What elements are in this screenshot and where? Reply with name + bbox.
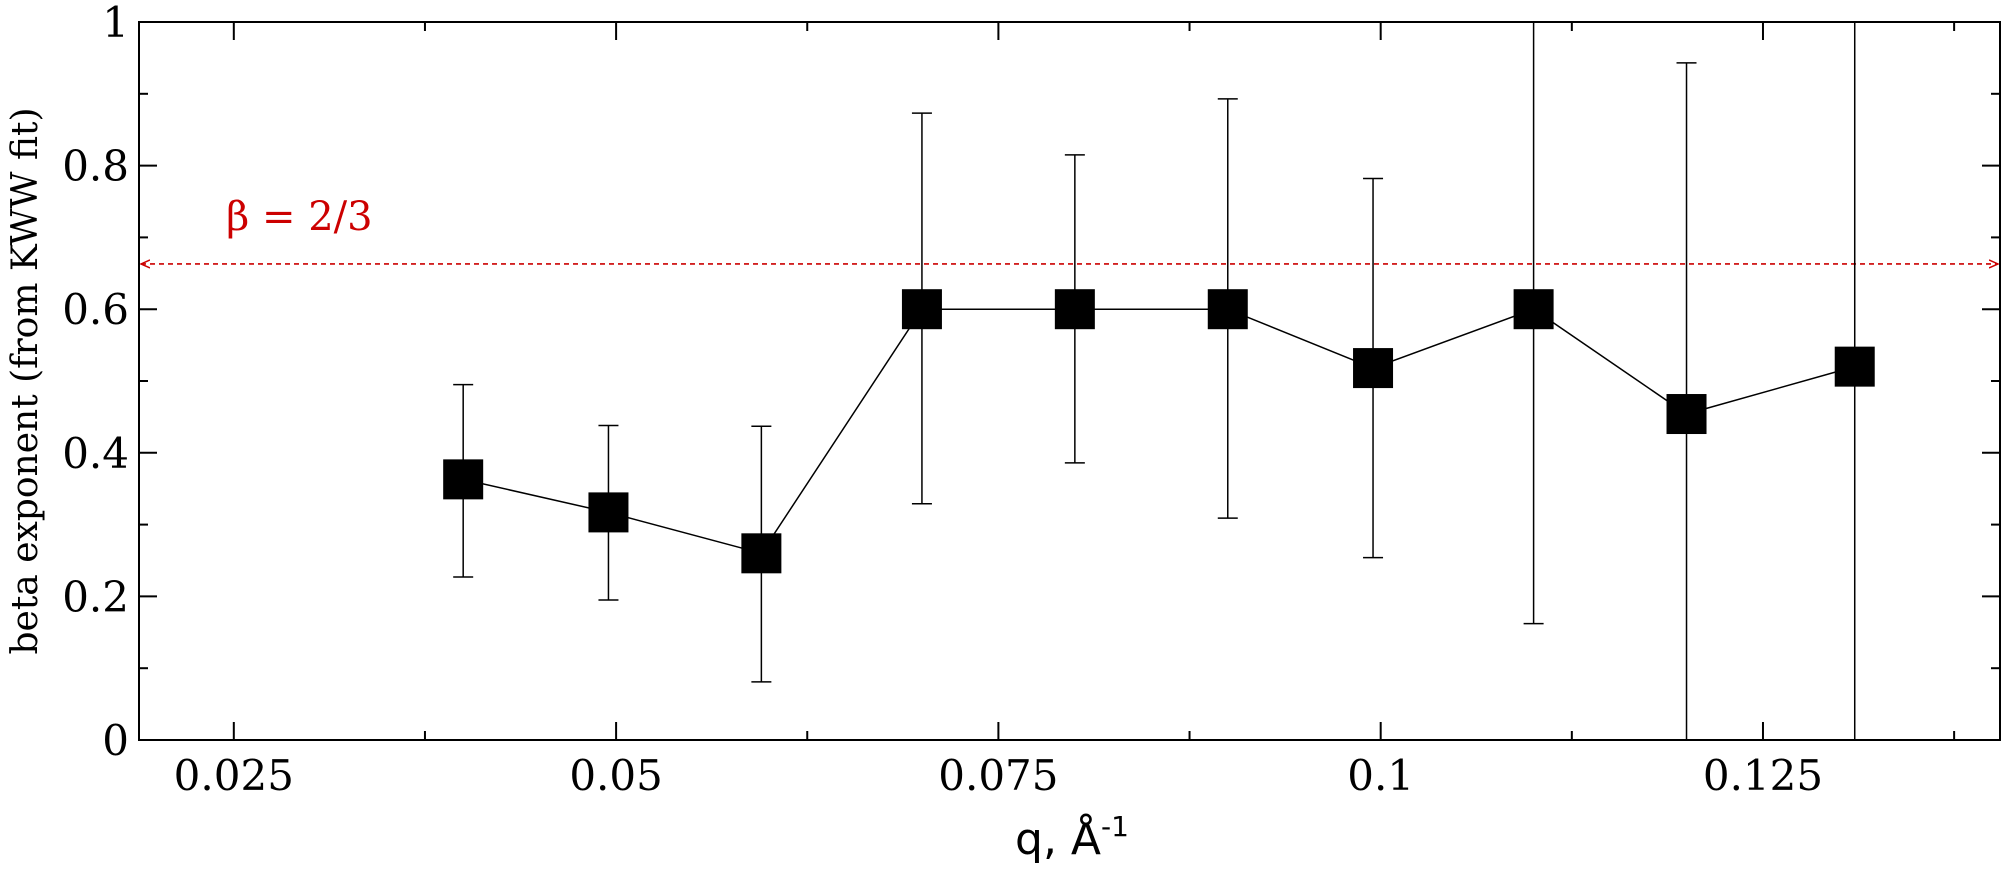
x-tick-label: 0.05 [569, 751, 663, 800]
data-point-marker [1834, 346, 1875, 387]
data-point-marker [443, 459, 484, 500]
x-axis-title-main: q, Å [1015, 812, 1101, 865]
data-point-marker [1054, 289, 1095, 330]
data-point-marker [741, 533, 782, 574]
axis-ticks [139, 21, 2000, 741]
series-line [463, 308, 1855, 555]
data-point-marker [1666, 394, 1707, 435]
x-axis-title-superscript: -1 [1101, 810, 1129, 843]
y-tick-label: 1 [102, 0, 129, 47]
y-tick-label: 0.6 [62, 285, 129, 334]
data-point-marker [1353, 348, 1394, 389]
axis-tick-labels: 0.025 0.05 0.075 0.1 0.125 0 0.2 0.4 0.6 0.8 1 [62, 0, 1823, 800]
x-axis-title: q, Å-1 [1015, 810, 1129, 865]
x-tick-label: 0.075 [938, 751, 1058, 800]
data-point-marker [901, 289, 942, 330]
y-tick-label: 0.8 [62, 142, 129, 191]
data-point-marker [1207, 289, 1248, 330]
data-point-marker [588, 492, 629, 533]
x-tick-label: 0.125 [1703, 751, 1823, 800]
y-axis-title: beta exponent (from KWW fit) [5, 107, 46, 654]
error-bars [453, 22, 1856, 740]
reference-line-group: β = 2/3 [141, 194, 1998, 264]
data-markers [443, 289, 1875, 574]
y-tick-label: 0.4 [62, 429, 129, 478]
data-point-marker [1513, 289, 1554, 330]
series-line-group [463, 308, 1855, 555]
y-tick-label: 0.2 [62, 572, 129, 621]
plot-frame [138, 21, 2001, 741]
reference-line-label: β = 2/3 [226, 194, 372, 240]
y-tick-label: 0 [102, 716, 129, 765]
x-tick-label: 0.1 [1347, 751, 1414, 800]
x-tick-label: 0.025 [174, 751, 294, 800]
